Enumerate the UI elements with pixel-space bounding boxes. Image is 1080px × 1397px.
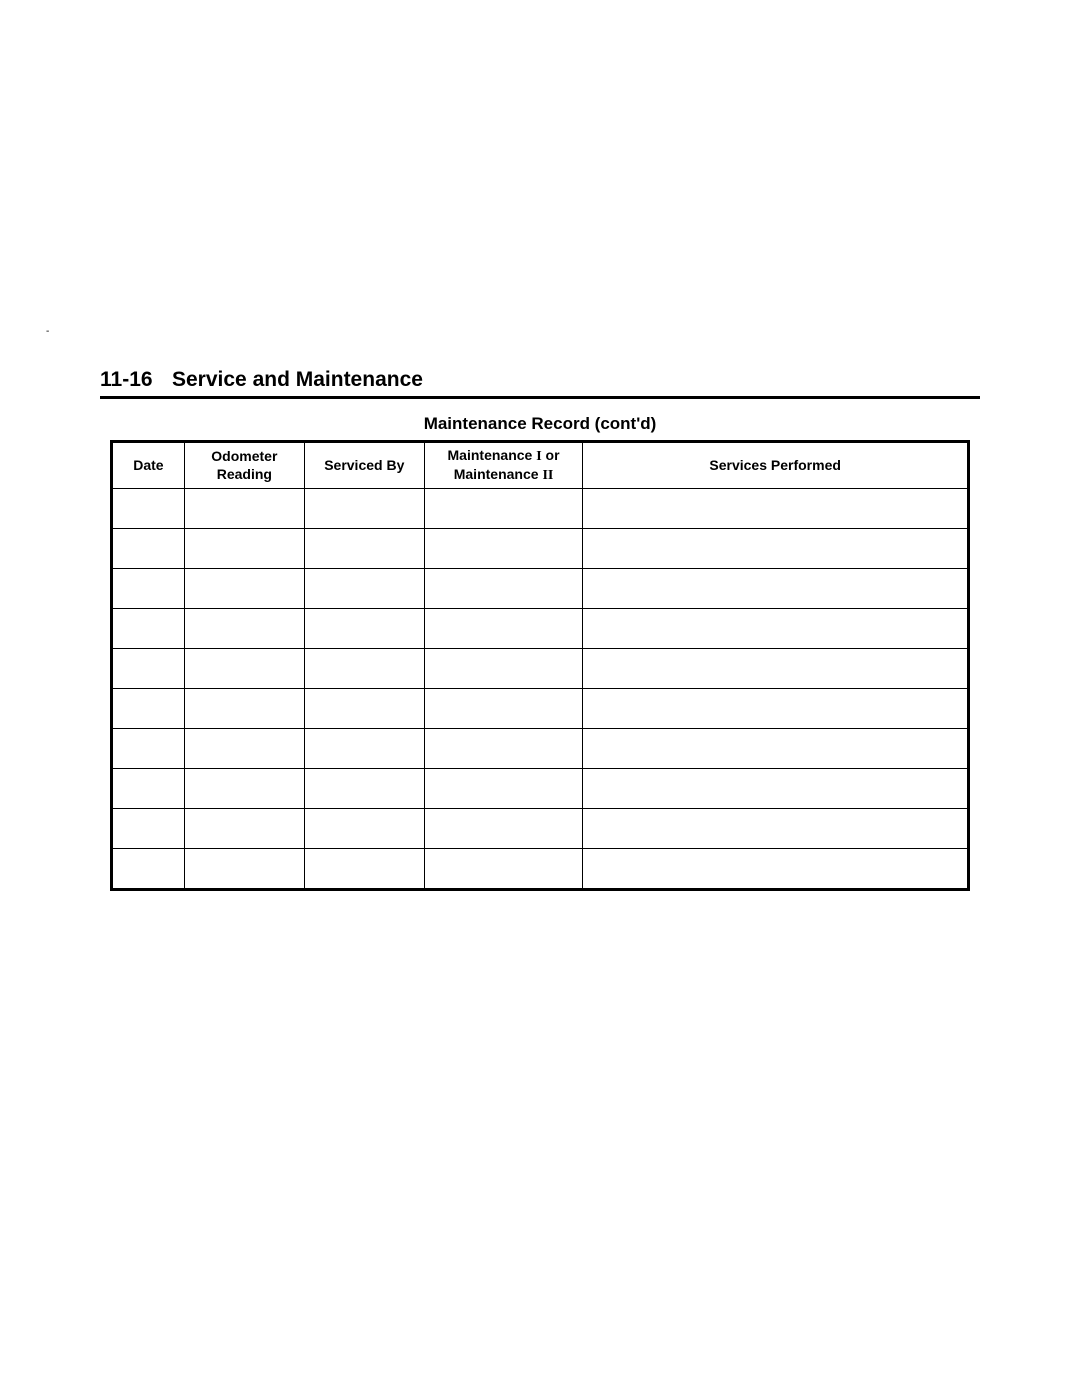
cell [424,529,583,569]
cell [583,769,969,809]
maintenance-table: Date Odometer Reading Serviced By Mainte… [110,440,970,891]
cell [424,809,583,849]
cell [304,569,424,609]
table-row [112,689,969,729]
cell [583,529,969,569]
cell [424,769,583,809]
cell [424,569,583,609]
cell [424,689,583,729]
cell [112,489,185,529]
cell [112,529,185,569]
cell [184,849,304,890]
col-serviced-by: Serviced By [304,442,424,489]
cell [112,729,185,769]
col-maint-l2-roman: II [542,468,553,483]
cell [112,609,185,649]
cell [112,649,185,689]
cell [583,849,969,890]
cell [583,729,969,769]
table-body [112,489,969,890]
cell [304,769,424,809]
cell [112,569,185,609]
table-row [112,729,969,769]
cell [304,729,424,769]
page-number: 11-16 [100,368,172,392]
cell [112,689,185,729]
cell [583,689,969,729]
table-row [112,849,969,890]
cell [304,489,424,529]
cell [424,489,583,529]
cell [424,729,583,769]
col-maint-type: Maintenance I or Maintenance II [424,442,583,489]
cell [184,569,304,609]
table-row [112,769,969,809]
cell [184,609,304,649]
table-row [112,649,969,689]
cell [112,769,185,809]
col-date: Date [112,442,185,489]
cell [184,769,304,809]
table-caption: Maintenance Record (cont'd) [110,414,970,434]
cell [304,809,424,849]
cell [583,649,969,689]
table-row [112,529,969,569]
cell [304,609,424,649]
cell [184,729,304,769]
page: - 11-16 Service and Maintenance Maintena… [0,0,1080,1397]
cell [304,529,424,569]
cell [184,809,304,849]
cell [304,649,424,689]
cell [304,849,424,890]
col-maint-l1-pre: Maintenance [448,447,537,463]
table-header-row: Date Odometer Reading Serviced By Mainte… [112,442,969,489]
stray-mark: - [46,326,49,337]
col-odometer-l1: Odometer [211,448,277,464]
cell [112,809,185,849]
col-maint-l2-pre: Maintenance [454,466,543,482]
cell [184,489,304,529]
cell [583,809,969,849]
col-maint-l1-post: or [542,447,560,463]
cell [583,609,969,649]
cell [424,649,583,689]
table-row [112,489,969,529]
cell [184,689,304,729]
col-odometer-l2: Reading [217,466,272,482]
table-row [112,809,969,849]
cell [424,609,583,649]
table-row [112,569,969,609]
cell [304,689,424,729]
cell [583,489,969,529]
col-services: Services Performed [583,442,969,489]
section-title: Service and Maintenance [172,368,423,392]
cell [184,649,304,689]
table-row [112,609,969,649]
col-odometer: Odometer Reading [184,442,304,489]
cell [112,849,185,890]
cell [424,849,583,890]
cell [583,569,969,609]
maintenance-table-wrap: Maintenance Record (cont'd) Date Odomete… [110,414,970,891]
cell [184,529,304,569]
page-header: 11-16 Service and Maintenance [100,368,980,399]
